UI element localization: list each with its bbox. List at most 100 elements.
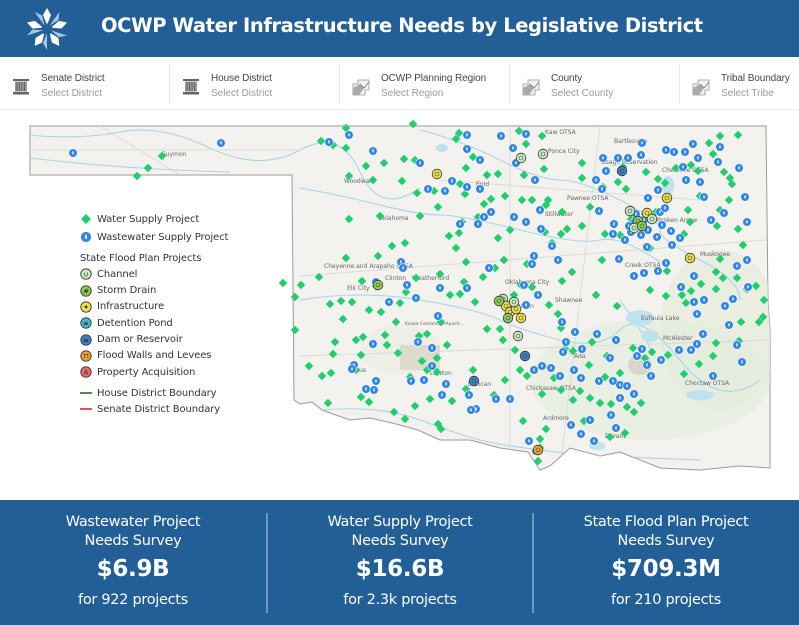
water-supply-marker[interactable]: [645, 285, 655, 295]
wastewater-marker[interactable]: [576, 429, 586, 439]
wastewater-marker[interactable]: [676, 282, 686, 292]
wastewater-marker[interactable]: [419, 375, 429, 385]
wastewater-marker[interactable]: [693, 153, 703, 163]
flood-plan-marker[interactable]: [646, 213, 658, 225]
water-supply-marker[interactable]: [606, 399, 616, 409]
water-supply-marker[interactable]: [527, 282, 537, 292]
flood-plan-marker[interactable]: [372, 279, 384, 291]
wastewater-marker[interactable]: [508, 143, 518, 153]
wastewater-marker[interactable]: [620, 235, 630, 245]
water-supply-marker[interactable]: [509, 290, 519, 300]
wastewater-marker[interactable]: [369, 385, 379, 395]
wastewater-marker[interactable]: [475, 184, 485, 194]
wastewater-marker[interactable]: [462, 144, 472, 154]
flood-plan-marker[interactable]: [431, 168, 443, 180]
water-supply-marker[interactable]: [468, 365, 478, 375]
water-supply-marker[interactable]: [278, 278, 288, 288]
water-supply-marker[interactable]: [400, 414, 410, 424]
water-supply-marker[interactable]: [316, 136, 326, 146]
wastewater-marker[interactable]: [530, 175, 540, 185]
wastewater-marker[interactable]: [611, 423, 621, 433]
wastewater-marker[interactable]: [535, 205, 545, 215]
water-supply-marker[interactable]: [412, 188, 422, 198]
water-supply-marker[interactable]: [454, 128, 464, 138]
flood-plan-marker[interactable]: [532, 444, 544, 456]
wastewater-marker[interactable]: [473, 219, 483, 229]
water-supply-marker[interactable]: [696, 279, 706, 289]
wastewater-marker[interactable]: [585, 415, 595, 425]
water-supply-marker[interactable]: [535, 434, 545, 444]
wastewater-marker[interactable]: [606, 410, 616, 420]
water-supply-marker[interactable]: [364, 305, 374, 315]
water-supply-marker[interactable]: [347, 297, 357, 307]
water-supply-marker[interactable]: [679, 369, 689, 379]
wastewater-marker[interactable]: [505, 394, 515, 404]
water-supply-marker[interactable]: [686, 286, 696, 296]
wastewater-marker[interactable]: [561, 337, 571, 347]
wastewater-marker[interactable]: [402, 280, 412, 290]
wastewater-marker[interactable]: [669, 147, 679, 157]
water-supply-marker[interactable]: [397, 176, 407, 186]
wastewater-marker[interactable]: [674, 345, 684, 355]
wastewater-marker[interactable]: [742, 217, 752, 227]
flood-plan-marker[interactable]: [519, 350, 531, 362]
water-supply-marker[interactable]: [605, 432, 615, 442]
county-filter[interactable]: County Select County: [510, 64, 680, 104]
wastewater-marker[interactable]: [613, 153, 623, 163]
water-supply-marker[interactable]: [493, 233, 503, 243]
wastewater-marker[interactable]: [657, 220, 667, 230]
water-supply-marker[interactable]: [468, 152, 478, 162]
wastewater-marker[interactable]: [681, 175, 691, 185]
wastewater-marker[interactable]: [216, 138, 226, 148]
oklahoma-map[interactable]: Guymon Woodward Oklahoma Enid Ponca City Bart…: [0, 112, 799, 500]
water-supply-marker[interactable]: [715, 254, 725, 264]
wastewater-marker[interactable]: [636, 230, 646, 240]
flood-plan-marker[interactable]: [624, 205, 636, 217]
water-supply-marker[interactable]: [758, 312, 768, 322]
water-supply-marker[interactable]: [482, 324, 492, 334]
water-supply-marker[interactable]: [376, 307, 386, 317]
wastewater-marker[interactable]: [368, 339, 378, 349]
flood-plan-marker[interactable]: [515, 312, 527, 324]
water-supply-marker[interactable]: [544, 300, 554, 310]
water-supply-marker[interactable]: [296, 280, 306, 290]
wastewater-marker[interactable]: [521, 217, 531, 227]
water-supply-marker[interactable]: [584, 360, 594, 370]
wastewater-marker[interactable]: [642, 360, 652, 370]
wastewater-marker[interactable]: [591, 175, 601, 185]
water-supply-marker[interactable]: [522, 371, 532, 381]
wastewater-marker[interactable]: [720, 301, 730, 311]
water-supply-marker[interactable]: [379, 158, 389, 168]
water-supply-marker[interactable]: [694, 359, 704, 369]
water-supply-marker[interactable]: [460, 189, 470, 199]
water-supply-marker[interactable]: [387, 241, 397, 251]
water-supply-marker[interactable]: [380, 330, 390, 340]
water-supply-marker[interactable]: [499, 255, 509, 265]
water-supply-marker[interactable]: [323, 398, 333, 408]
water-supply-marker[interactable]: [393, 348, 403, 358]
water-supply-marker[interactable]: [629, 407, 639, 417]
wastewater-marker[interactable]: [675, 233, 685, 243]
water-supply-marker[interactable]: [451, 243, 461, 253]
water-supply-marker[interactable]: [326, 368, 336, 378]
wastewater-marker[interactable]: [577, 344, 587, 354]
water-supply-marker[interactable]: [330, 337, 340, 347]
wastewater-marker[interactable]: [639, 268, 649, 278]
wastewater-marker[interactable]: [423, 184, 433, 194]
water-supply-marker[interactable]: [461, 163, 471, 173]
water-supply-marker[interactable]: [341, 253, 351, 263]
wastewater-marker[interactable]: [589, 436, 599, 446]
wastewater-marker[interactable]: [646, 371, 656, 381]
wastewater-marker[interactable]: [608, 376, 618, 386]
water-supply-marker[interactable]: [591, 290, 601, 300]
water-supply-marker[interactable]: [401, 287, 411, 297]
wastewater-markers[interactable]: [68, 129, 753, 456]
water-supply-marker[interactable]: [662, 266, 672, 276]
wastewater-marker[interactable]: [447, 176, 457, 186]
flood-plan-markers[interactable]: [372, 148, 696, 456]
water-supply-marker[interactable]: [143, 163, 153, 173]
wastewater-marker[interactable]: [529, 365, 539, 375]
water-supply-marker[interactable]: [304, 361, 314, 371]
water-supply-marker[interactable]: [681, 298, 691, 308]
water-supply-marker[interactable]: [361, 161, 371, 171]
